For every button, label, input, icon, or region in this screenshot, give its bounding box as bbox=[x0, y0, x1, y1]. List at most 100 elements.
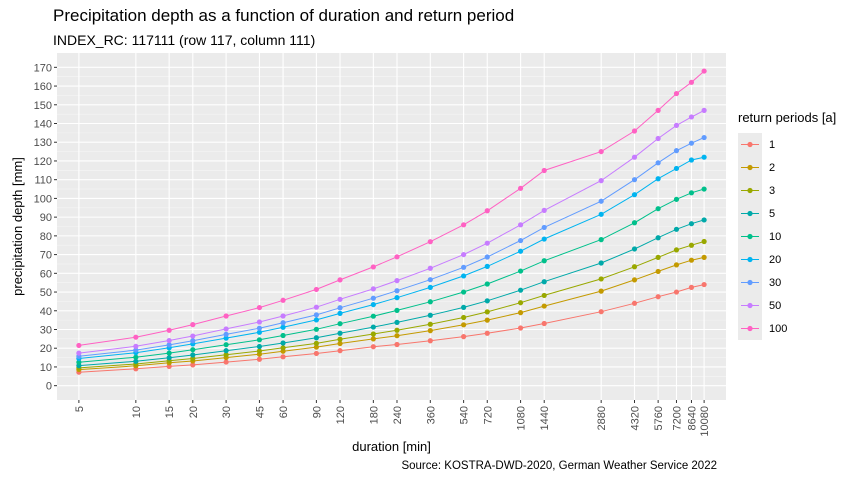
data-point-10 bbox=[688, 190, 695, 196]
data-point-3 bbox=[673, 247, 680, 253]
data-point-5 bbox=[280, 340, 286, 346]
data-point-100 bbox=[394, 254, 400, 260]
data-point-3 bbox=[313, 340, 319, 346]
data-point-50 bbox=[701, 107, 707, 113]
data-point-100 bbox=[76, 342, 82, 349]
data-point-1 bbox=[223, 359, 229, 365]
legend-label: 5 bbox=[769, 207, 776, 220]
data-point-5 bbox=[541, 279, 547, 285]
series-line-100 bbox=[78, 70, 705, 346]
x-tick-label: 7200 bbox=[671, 406, 683, 430]
data-point-50 bbox=[133, 343, 139, 349]
y-tick-label: 170 bbox=[34, 62, 52, 74]
data-point-10 bbox=[461, 289, 467, 295]
y-tick-label: 10 bbox=[40, 362, 52, 374]
data-point-2 bbox=[655, 268, 661, 275]
data-point-10 bbox=[313, 326, 319, 332]
legend-key-point bbox=[747, 325, 753, 332]
data-point-2 bbox=[370, 336, 376, 342]
data-point-3 bbox=[701, 238, 707, 245]
data-point-3 bbox=[484, 309, 490, 315]
data-point-2 bbox=[541, 303, 547, 309]
y-tick-label: 60 bbox=[40, 268, 52, 280]
legend-label: 10 bbox=[769, 230, 782, 243]
data-point-10 bbox=[394, 307, 400, 313]
data-point-5 bbox=[190, 352, 196, 358]
data-point-30 bbox=[280, 320, 286, 326]
data-point-30 bbox=[631, 177, 638, 183]
legend-item: 1 bbox=[738, 133, 836, 156]
data-point-30 bbox=[166, 342, 172, 348]
x-tick-label: 540 bbox=[459, 406, 471, 424]
y-tick-label: 140 bbox=[34, 119, 52, 131]
data-point-100 bbox=[256, 304, 263, 311]
data-point-50 bbox=[166, 337, 172, 344]
data-point-100 bbox=[701, 68, 707, 74]
legend-key bbox=[741, 210, 759, 217]
data-point-10 bbox=[598, 237, 604, 243]
data-point-100 bbox=[461, 222, 467, 228]
data-point-5 bbox=[701, 217, 707, 223]
data-point-1 bbox=[673, 289, 680, 295]
data-point-2 bbox=[484, 317, 490, 323]
data-point-30 bbox=[256, 325, 263, 331]
y-axis-title: precipitation depth [mm] bbox=[10, 157, 25, 296]
data-point-10 bbox=[76, 359, 82, 365]
legend-item: 20 bbox=[738, 248, 836, 271]
legend-label: 50 bbox=[769, 299, 782, 312]
data-point-100 bbox=[598, 148, 604, 155]
data-point-50 bbox=[256, 319, 263, 325]
data-point-50 bbox=[394, 278, 400, 284]
y-tick-label: 30 bbox=[40, 324, 52, 336]
data-point-50 bbox=[688, 114, 695, 120]
data-point-1 bbox=[313, 350, 319, 357]
data-point-5 bbox=[517, 287, 524, 293]
legend-key-point bbox=[747, 233, 753, 240]
chart-subtitle: INDEX_RC: 117111 (row 117, column 111) bbox=[53, 32, 316, 48]
data-point-1 bbox=[370, 344, 376, 350]
data-point-1 bbox=[598, 309, 604, 315]
data-point-1 bbox=[256, 356, 263, 362]
y-tick-label: 50 bbox=[40, 287, 52, 299]
data-point-100 bbox=[370, 264, 376, 270]
data-point-30 bbox=[655, 160, 661, 166]
y-tick-label: 150 bbox=[34, 100, 52, 112]
series-line-2 bbox=[78, 256, 705, 371]
legend-key-point bbox=[747, 302, 753, 309]
x-tick-label: 1080 bbox=[516, 406, 528, 430]
x-tick-label: 90 bbox=[311, 406, 323, 418]
data-point-10 bbox=[133, 354, 139, 360]
legend-key bbox=[741, 256, 759, 263]
x-axis-title: duration [min] bbox=[352, 439, 431, 454]
data-point-3 bbox=[256, 348, 263, 354]
legend-key-point bbox=[747, 141, 753, 148]
legend-label: 1 bbox=[769, 138, 776, 151]
data-point-20 bbox=[688, 157, 695, 163]
data-point-30 bbox=[701, 134, 707, 141]
x-tick-label: 120 bbox=[335, 406, 347, 424]
data-point-30 bbox=[541, 224, 547, 231]
x-tick-label: 2880 bbox=[596, 406, 608, 430]
data-point-20 bbox=[223, 335, 229, 341]
legend-items: 1 2 3 5 10 20 30 50 100 bbox=[738, 133, 836, 340]
data-point-3 bbox=[631, 264, 638, 270]
legend-key bbox=[741, 141, 759, 148]
data-point-1 bbox=[461, 334, 467, 340]
y-tick-label: 130 bbox=[34, 137, 52, 149]
data-point-50 bbox=[223, 326, 229, 332]
data-point-50 bbox=[673, 122, 680, 128]
series-line-5 bbox=[78, 219, 705, 367]
legend-key bbox=[741, 302, 759, 309]
data-point-5 bbox=[688, 221, 695, 227]
data-point-30 bbox=[461, 264, 467, 270]
legend: return periods [a] 1 2 3 5 10 20 30 50 100 bbox=[738, 110, 836, 340]
data-point-50 bbox=[427, 265, 433, 271]
data-point-100 bbox=[223, 313, 229, 319]
data-point-50 bbox=[517, 222, 524, 228]
data-point-1 bbox=[337, 348, 343, 354]
data-point-1 bbox=[427, 338, 433, 344]
legend-key-point bbox=[747, 187, 753, 194]
y-tick-label: 80 bbox=[40, 231, 52, 243]
legend-label: 2 bbox=[769, 161, 776, 174]
legend-item: 5 bbox=[738, 202, 836, 225]
